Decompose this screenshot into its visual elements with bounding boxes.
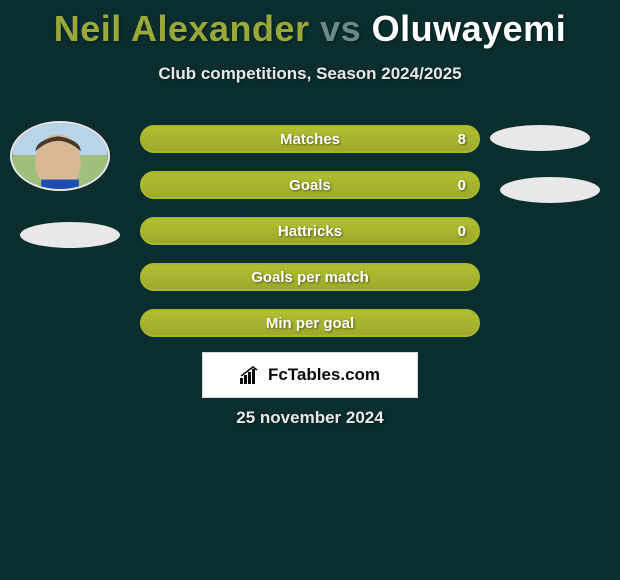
comparison-title: Neil Alexander vs Oluwayemi [0, 0, 620, 50]
stat-bar-min-per-goal: Min per goal [140, 309, 480, 337]
pill-shadow-left [20, 222, 120, 248]
stat-label: Hattricks [278, 223, 342, 240]
brand-chart-icon [240, 366, 262, 384]
stat-label: Min per goal [266, 315, 354, 332]
stat-value: 8 [458, 131, 466, 148]
player2-name: Oluwayemi [372, 8, 567, 49]
avatar-placeholder-icon [12, 123, 108, 189]
player1-name: Neil Alexander [54, 8, 310, 49]
stat-label: Goals [289, 177, 331, 194]
brand-text: FcTables.com [268, 365, 380, 385]
subtitle: Club competitions, Season 2024/2025 [0, 64, 620, 84]
vs-separator: vs [320, 8, 361, 49]
pill-shadow-right-2 [500, 177, 600, 203]
stat-label: Goals per match [251, 269, 369, 286]
stat-bar-goals-per-match: Goals per match [140, 263, 480, 291]
player1-avatar [10, 121, 110, 191]
date-line: 25 november 2024 [0, 408, 620, 428]
stat-label: Matches [280, 131, 340, 148]
stat-bars: Matches 8 Goals 0 Hattricks 0 Goals per … [140, 125, 480, 355]
stat-value: 0 [458, 177, 466, 194]
stat-value: 0 [458, 223, 466, 240]
pill-shadow-right-1 [490, 125, 590, 151]
stat-bar-goals: Goals 0 [140, 171, 480, 199]
brand-box[interactable]: FcTables.com [202, 352, 418, 398]
stat-bar-matches: Matches 8 [140, 125, 480, 153]
stat-bar-hattricks: Hattricks 0 [140, 217, 480, 245]
